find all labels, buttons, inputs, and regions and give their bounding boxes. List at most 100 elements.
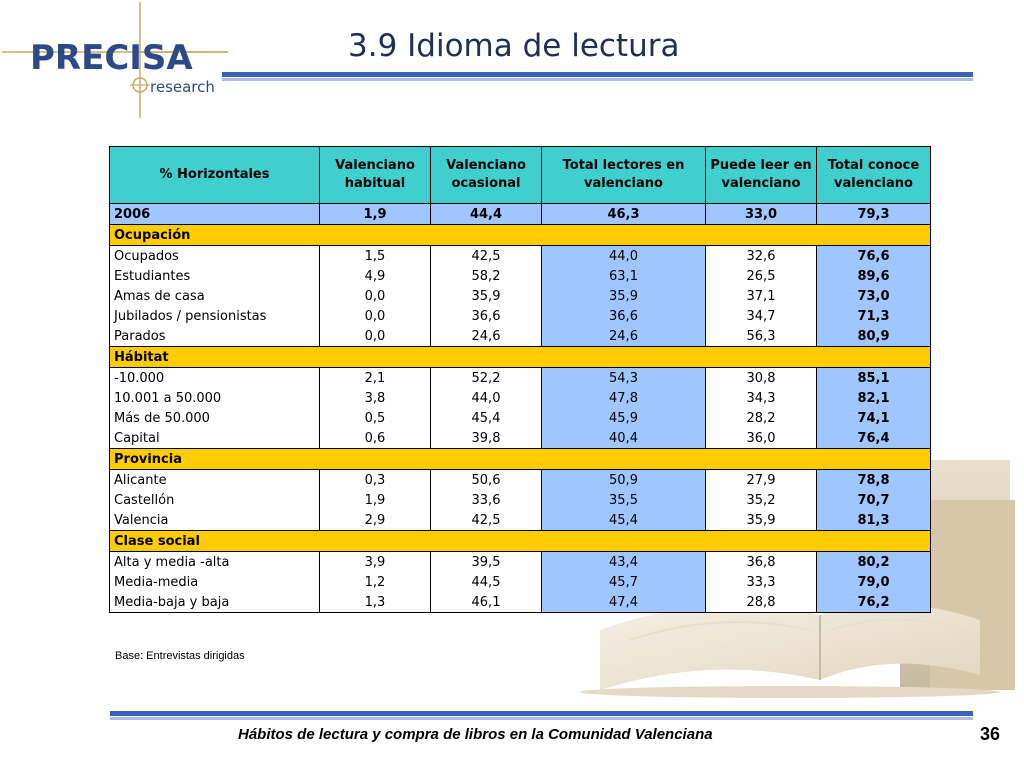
slide-title: 3.9 Idioma de lectura [348,28,680,64]
table-header-row: % Horizontales Valenciano habitual Valen… [109,146,931,204]
table-cell: 45,7 [541,572,706,592]
total-row: 2006 1,9 44,4 46,3 33,0 79,3 [109,203,931,225]
table-cell: 54,3 [541,367,706,388]
table-row: Valencia 2,9 42,5 45,4 35,9 81,3 [109,510,931,531]
table-cell: 0,5 [319,408,431,428]
table-cell: 35,9 [705,510,817,531]
row-label: Más de 50.000 [109,408,320,428]
row-label: Castellón [109,490,320,510]
table-row: Media-media 1,2 44,5 45,7 33,3 79,0 [109,572,931,592]
table-cell: 28,8 [705,592,817,613]
table-cell: 45,9 [541,408,706,428]
table-cell: 47,4 [541,592,706,613]
section-title: Clase social [109,530,931,552]
row-label: Estudiantes [109,266,320,286]
table-cell: 80,9 [816,326,931,347]
table-cell: 28,2 [705,408,817,428]
row-label: -10.000 [109,367,320,388]
section-row: Ocupación [109,224,931,246]
table-cell: 35,9 [541,286,706,306]
footer-title: Hábitos de lectura y compra de libros en… [238,726,713,743]
table-row: Jubilados / pensionistas 0,0 36,6 36,6 3… [109,306,931,326]
header-cell: Valenciano habitual [319,146,431,204]
table-row: Parados 0,0 24,6 24,6 56,3 80,9 [109,326,931,347]
precisa-logo: PRECISA research [0,0,235,120]
table-cell: 45,4 [430,408,542,428]
table-cell: 33,0 [705,203,817,225]
table-cell: 36,8 [705,551,817,572]
section-title: Hábitat [109,346,931,368]
table-cell: 24,6 [541,326,706,347]
table-cell: 4,9 [319,266,431,286]
table-cell: 2,9 [319,510,431,531]
section-row: Provincia [109,448,931,470]
table-cell: 78,8 [816,469,931,490]
table-cell: 46,1 [430,592,542,613]
logo-subtitle: research [150,78,215,96]
table-row: Ocupados 1,5 42,5 44,0 32,6 76,6 [109,245,931,266]
table-cell: 39,8 [430,428,542,449]
row-label: Jubilados / pensionistas [109,306,320,326]
table-row: Más de 50.000 0,5 45,4 45,9 28,2 74,1 [109,408,931,428]
table-cell: 35,9 [430,286,542,306]
table-cell: 63,1 [541,266,706,286]
table-cell: 44,0 [430,388,542,408]
section-row: Hábitat [109,346,931,368]
table-cell: 44,0 [541,245,706,266]
table-cell: 74,1 [816,408,931,428]
table-cell: 40,4 [541,428,706,449]
table-cell: 0,0 [319,286,431,306]
table-row: Estudiantes 4,9 58,2 63,1 26,5 89,6 [109,266,931,286]
table-cell: 82,1 [816,388,931,408]
row-label: Alicante [109,469,320,490]
table-cell: 2006 [109,203,320,225]
row-label: Media-media [109,572,320,592]
header-cell: Puede leer en valenciano [705,146,817,204]
table-cell: 89,6 [816,266,931,286]
table-cell: 36,0 [705,428,817,449]
table-cell: 24,6 [430,326,542,347]
table-cell: 2,1 [319,367,431,388]
table-cell: 0,3 [319,469,431,490]
table-cell: 39,5 [430,551,542,572]
table-cell: 33,6 [430,490,542,510]
table-row: Castellón 1,9 33,6 35,5 35,2 70,7 [109,490,931,510]
section-title: Ocupación [109,224,931,246]
table-cell: 50,9 [541,469,706,490]
table-cell: 44,5 [430,572,542,592]
row-label: Alta y media -alta [109,551,320,572]
table-cell: 85,1 [816,367,931,388]
table-cell: 0,0 [319,306,431,326]
table-cell: 26,5 [705,266,817,286]
section-title: Provincia [109,448,931,470]
table-cell: 44,4 [430,203,542,225]
table-cell: 36,6 [430,306,542,326]
header-cell: Total lectores en valenciano [541,146,706,204]
table-cell: 27,9 [705,469,817,490]
table-cell: 37,1 [705,286,817,306]
header-cell: Total conoce valenciano [816,146,931,204]
row-label: Amas de casa [109,286,320,306]
table-cell: 1,9 [319,203,431,225]
table-cell: 34,7 [705,306,817,326]
table-cell: 1,5 [319,245,431,266]
table-row: Capital 0,6 39,8 40,4 36,0 76,4 [109,428,931,449]
table-cell: 79,3 [816,203,931,225]
table-row: Media-baja y baja 1,3 46,1 47,4 28,8 76,… [109,592,931,613]
table-cell: 35,2 [705,490,817,510]
base-note: Base: Entrevistas dirigidas [115,650,245,662]
table-cell: 81,3 [816,510,931,531]
table-row: Alicante 0,3 50,6 50,9 27,9 78,8 [109,469,931,490]
table-cell: 3,8 [319,388,431,408]
table-row: Amas de casa 0,0 35,9 35,9 37,1 73,0 [109,286,931,306]
table-cell: 50,6 [430,469,542,490]
table-cell: 80,2 [816,551,931,572]
table-cell: 76,6 [816,245,931,266]
reading-language-table: % Horizontales Valenciano habitual Valen… [109,146,931,613]
page-number: 36 [980,724,1001,744]
table-cell: 58,2 [430,266,542,286]
row-label: Media-baja y baja [109,592,320,613]
table-cell: 45,4 [541,510,706,531]
row-label: Capital [109,428,320,449]
table-cell: 43,4 [541,551,706,572]
